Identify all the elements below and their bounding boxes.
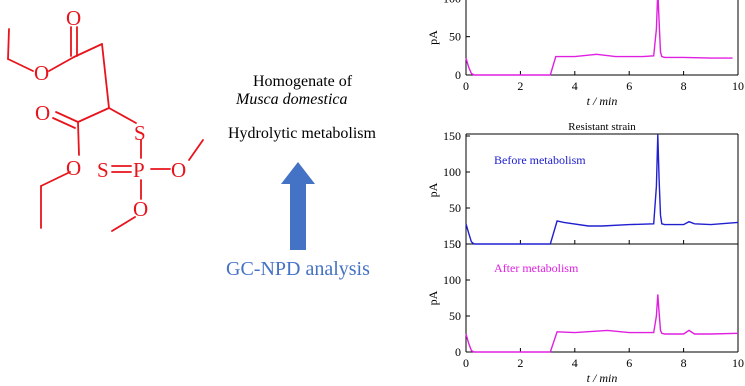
series-line bbox=[465, 294, 739, 353]
homogenate-caption-line2: Musca domestica bbox=[236, 91, 348, 108]
chemical-structure: O O O O S S P O O bbox=[7, 6, 204, 232]
arrow-up-icon bbox=[281, 162, 315, 250]
chart-annotation: After metabolism bbox=[494, 0, 579, 3]
y-tick-label: 50 bbox=[449, 201, 461, 215]
bond-o-methyl-right bbox=[188, 139, 204, 161]
y-tick-label: 50 bbox=[449, 309, 461, 323]
bond-co-o-b bbox=[52, 117, 76, 129]
y-tick-label: 0 bbox=[455, 237, 461, 251]
x-axis-label: t / min bbox=[587, 371, 618, 385]
atom-o-p-right: O bbox=[171, 158, 186, 182]
chart-title: Resistant strain bbox=[568, 121, 636, 133]
y-tick-label: 150 bbox=[443, 129, 461, 143]
atom-o-p-bottom: O bbox=[133, 197, 148, 221]
bond-ethyl-top bbox=[7, 28, 10, 60]
bond-top-o bbox=[48, 56, 75, 72]
y-tick-label: 100 bbox=[443, 165, 461, 179]
x-tick-label: 2 bbox=[517, 356, 523, 370]
atom-s-thio: S bbox=[134, 121, 146, 145]
chart-annotation: Before metabolism bbox=[494, 153, 586, 167]
y-tick-label: 100 bbox=[443, 0, 461, 5]
homogenate-caption-line1: Homogenate of bbox=[253, 73, 353, 90]
bond-o-methyl-bottom bbox=[111, 216, 136, 232]
y-tick-label: 100 bbox=[443, 273, 461, 287]
x-tick-label: 10 bbox=[732, 79, 744, 93]
y-axis-label: pA bbox=[426, 182, 440, 197]
x-tick-label: 2 bbox=[517, 79, 523, 93]
series-line bbox=[465, 134, 739, 245]
bond-o-ethyl-2 bbox=[40, 171, 71, 187]
y-tick-label: 150 bbox=[443, 237, 461, 251]
hydrolytic-metabolism-label: Hydrolytic metabolism bbox=[228, 125, 376, 142]
series-line bbox=[465, 0, 733, 76]
x-tick-label: 6 bbox=[626, 356, 632, 370]
chart-annotation: After metabolism bbox=[494, 261, 579, 275]
atom-p: P bbox=[133, 158, 145, 182]
y-axis-label: pA bbox=[426, 290, 440, 305]
y-tick-label: 0 bbox=[455, 345, 461, 359]
gc-npd-analysis-label: GC-NPD analysis bbox=[226, 258, 370, 280]
atom-o-top: O bbox=[66, 6, 81, 30]
y-tick-label: 50 bbox=[449, 30, 461, 44]
bond-co-ester-o bbox=[77, 121, 80, 156]
atom-o-ester-left: O bbox=[35, 101, 50, 125]
bond-ch-co bbox=[77, 107, 110, 123]
bond-top-ch2 bbox=[73, 43, 103, 58]
bond-co-o-a bbox=[55, 111, 79, 123]
bond-ch2-ch bbox=[101, 43, 110, 109]
atom-o-ester-top: O bbox=[34, 61, 49, 85]
x-axis-label: t / min bbox=[587, 94, 618, 108]
x-tick-label: 10 bbox=[732, 356, 744, 370]
x-tick-label: 8 bbox=[681, 79, 687, 93]
y-axis-label: pA bbox=[426, 30, 440, 45]
atom-s-thiono: S bbox=[97, 158, 109, 182]
x-tick-label: 6 bbox=[626, 79, 632, 93]
bond-o-ethyl bbox=[7, 58, 34, 72]
y-tick-label: 0 bbox=[455, 68, 461, 82]
x-tick-label: 8 bbox=[681, 356, 687, 370]
atom-o-ester-bottom: O bbox=[66, 156, 81, 180]
x-tick-label: 0 bbox=[463, 356, 469, 370]
x-tick-label: 4 bbox=[572, 79, 578, 93]
x-tick-label: 0 bbox=[463, 79, 469, 93]
bond-ch-s bbox=[108, 107, 137, 124]
x-tick-label: 4 bbox=[572, 356, 578, 370]
